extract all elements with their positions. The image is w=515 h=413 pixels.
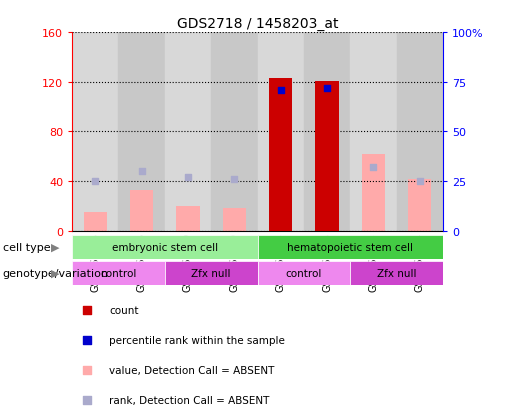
Point	[369, 164, 377, 171]
Text: genotype/variation: genotype/variation	[3, 268, 109, 278]
Bar	[397, 33, 443, 231]
Point	[138, 169, 146, 175]
Bar	[72, 235, 258, 259]
Bar	[362, 154, 385, 231]
Point	[416, 178, 424, 185]
Bar	[72, 261, 165, 285]
Point	[83, 307, 91, 313]
Text: cell type: cell type	[3, 242, 50, 252]
Bar	[72, 33, 118, 231]
Text: embryonic stem cell: embryonic stem cell	[112, 242, 218, 252]
Bar	[315, 81, 338, 231]
Point	[83, 397, 91, 404]
Bar	[258, 261, 350, 285]
Title: GDS2718 / 1458203_at: GDS2718 / 1458203_at	[177, 17, 338, 31]
Bar	[211, 33, 258, 231]
Point	[230, 176, 238, 183]
Text: control: control	[286, 268, 322, 278]
Point	[91, 178, 99, 185]
Bar	[176, 206, 199, 231]
Text: count: count	[109, 305, 139, 315]
Bar	[304, 33, 350, 231]
Bar	[408, 179, 431, 231]
Text: hematopoietic stem cell: hematopoietic stem cell	[287, 242, 413, 252]
Text: control: control	[100, 268, 136, 278]
Bar	[84, 213, 107, 231]
Point	[83, 367, 91, 374]
Bar	[165, 261, 258, 285]
Point	[184, 174, 192, 181]
Text: value, Detection Call = ABSENT: value, Detection Call = ABSENT	[109, 366, 274, 375]
Point	[83, 337, 91, 344]
Text: Zfx null: Zfx null	[377, 268, 416, 278]
Text: Zfx null: Zfx null	[192, 268, 231, 278]
Bar	[222, 209, 246, 231]
Bar	[350, 33, 397, 231]
Bar	[258, 33, 304, 231]
Bar	[350, 261, 443, 285]
Text: ▶: ▶	[50, 242, 59, 252]
Text: rank, Detection Call = ABSENT: rank, Detection Call = ABSENT	[109, 396, 269, 406]
Text: ▶: ▶	[50, 268, 59, 278]
Text: percentile rank within the sample: percentile rank within the sample	[109, 335, 285, 345]
Bar	[269, 79, 293, 231]
Bar	[118, 33, 165, 231]
Bar	[258, 235, 443, 259]
Point	[277, 87, 285, 94]
Bar	[165, 33, 211, 231]
Bar	[130, 190, 153, 231]
Point	[323, 85, 331, 92]
